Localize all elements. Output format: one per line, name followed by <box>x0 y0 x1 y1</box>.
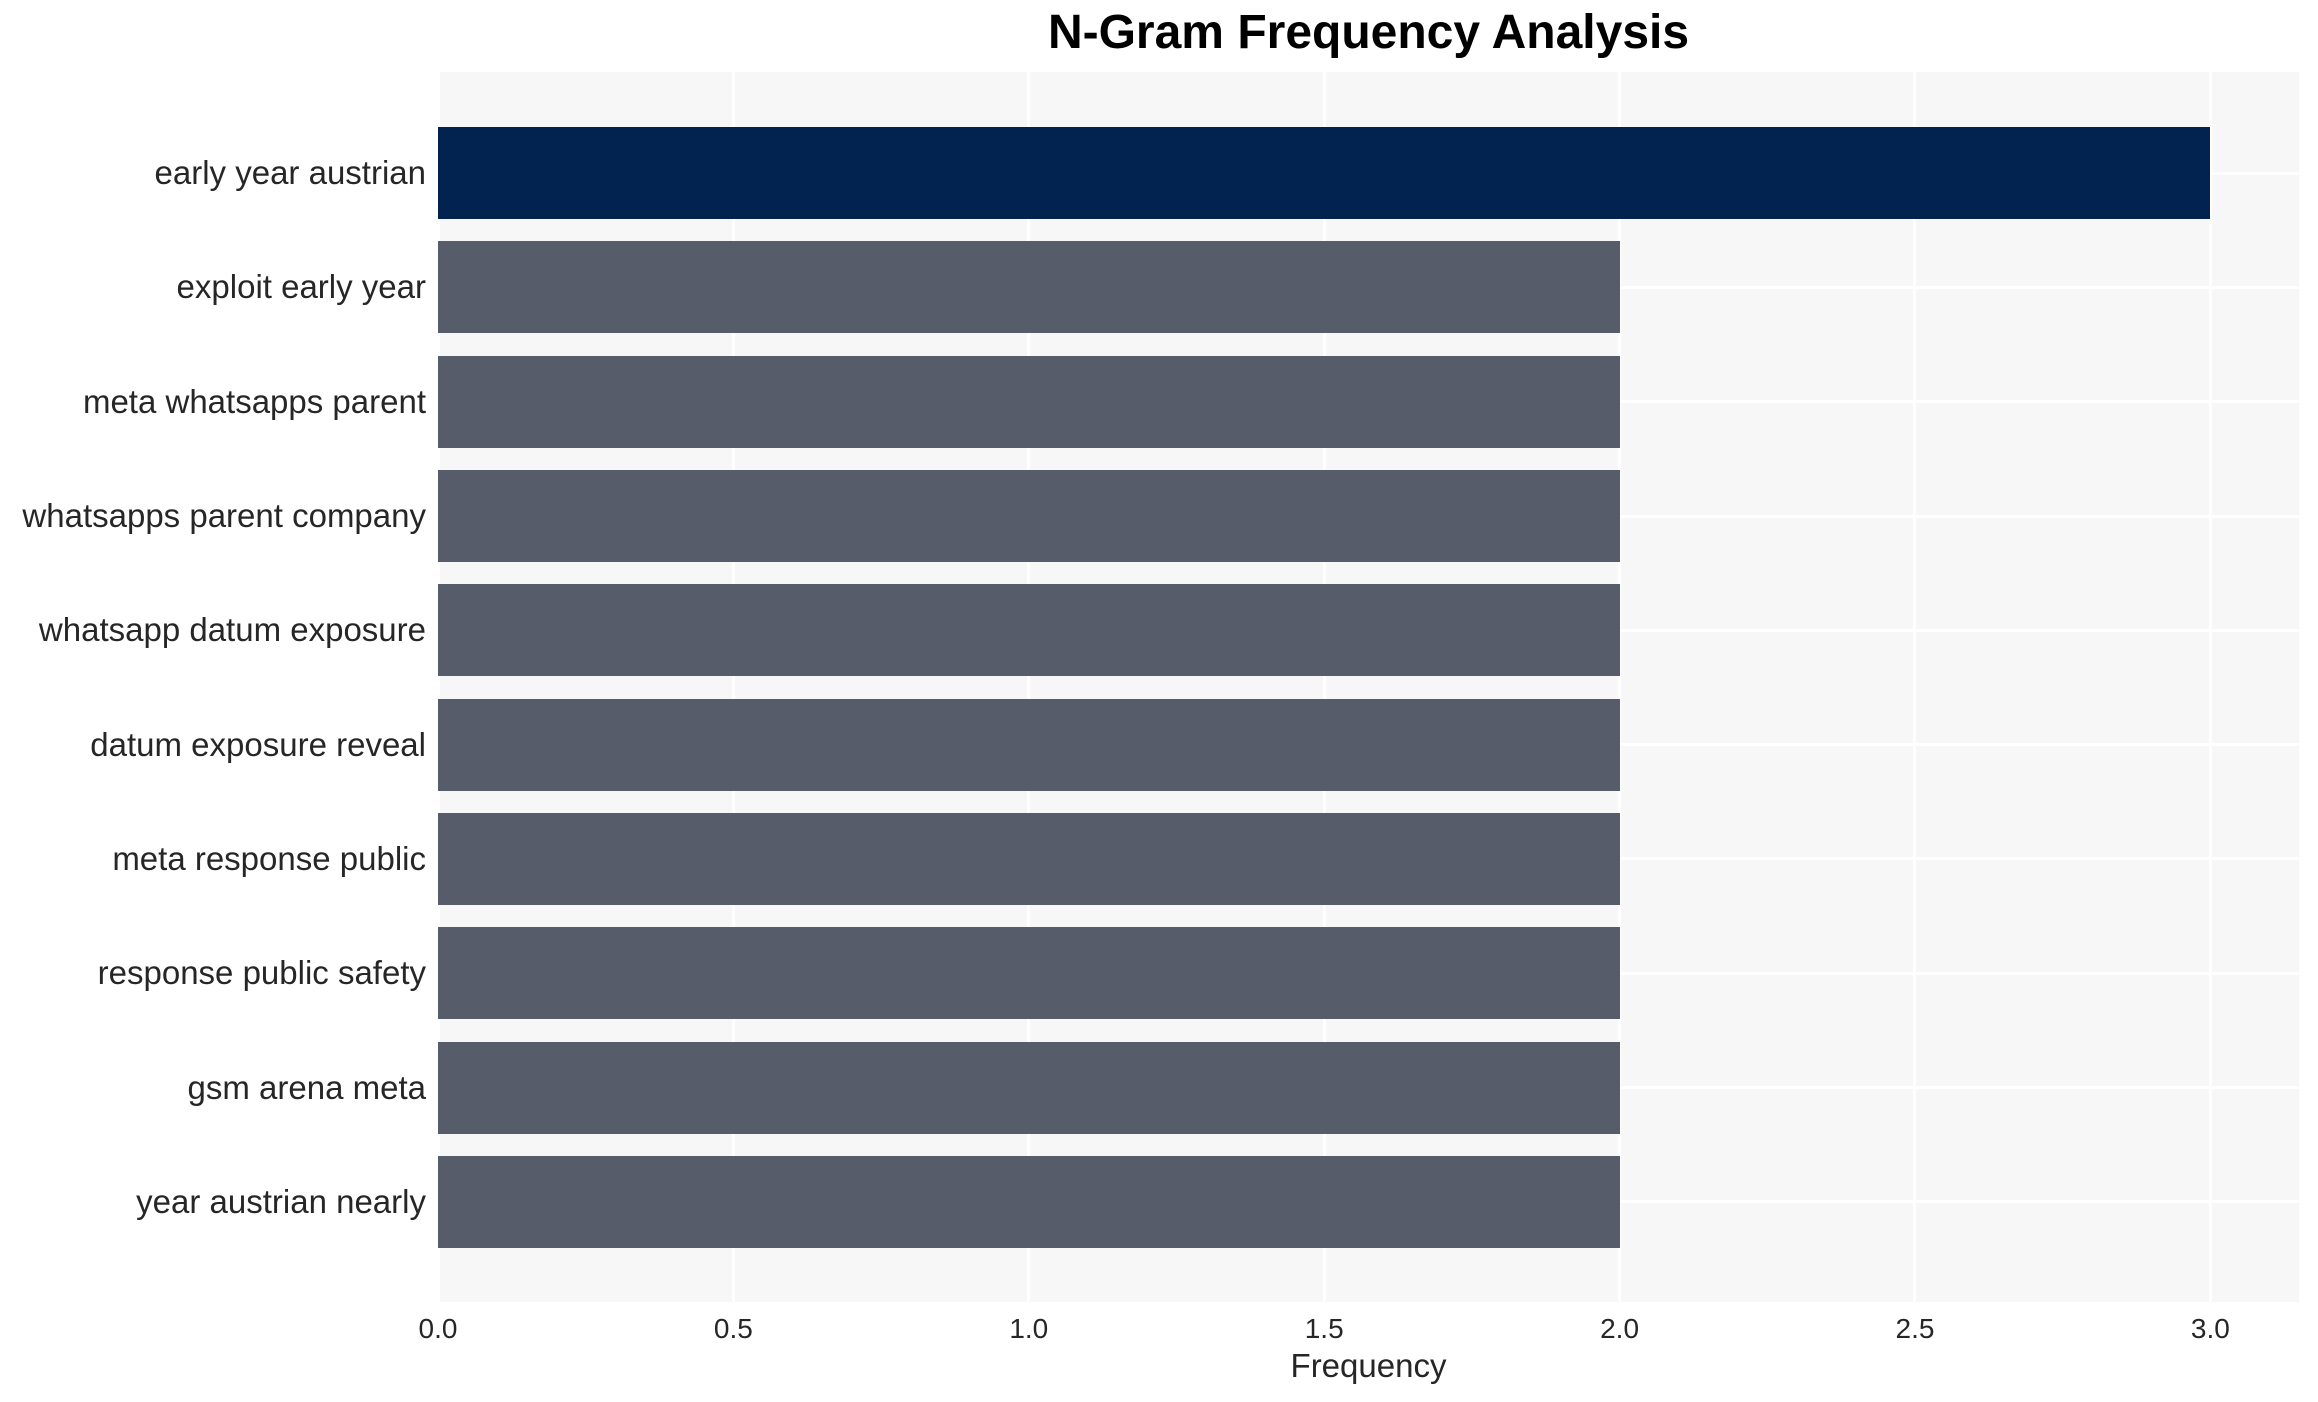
bar-whatsapp-datum-exposure <box>438 584 1620 677</box>
y-tick-label: response public safety <box>97 954 426 992</box>
bar-response-public-safety <box>438 927 1620 1020</box>
vertical-gridline <box>1322 72 1326 1302</box>
vertical-gridline <box>731 72 735 1302</box>
vertical-gridline <box>2208 72 2212 1302</box>
vertical-gridline <box>1913 72 1917 1302</box>
bar-gsm-arena-meta <box>438 1041 1620 1134</box>
chart-title: N-Gram Frequency Analysis <box>1047 6 1690 59</box>
bar-meta-whatsapps-parent <box>438 355 1620 448</box>
y-tick-label: early year austrian <box>154 154 426 192</box>
y-tick-label: gsm arena meta <box>187 1068 426 1106</box>
x-tick-label: 2.0 <box>1600 1313 1640 1344</box>
y-tick-label: year austrian nearly <box>136 1182 426 1220</box>
x-tick-label: 1.0 <box>1009 1313 1049 1344</box>
x-tick-label: 0.5 <box>713 1313 753 1344</box>
x-tick-label: 1.5 <box>1304 1313 1344 1344</box>
y-tick-label: meta whatsapps parent <box>82 382 426 420</box>
bar-meta-response-public <box>438 812 1620 905</box>
y-tick-label: datum exposure reveal <box>90 725 426 763</box>
bar-exploit-early-year <box>438 241 1620 334</box>
y-tick-label: exploit early year <box>176 268 426 306</box>
bar-whatsapps-parent-company <box>438 470 1620 563</box>
vertical-gridline <box>1027 72 1031 1302</box>
vertical-gridline <box>438 72 440 1302</box>
y-tick-label: whatsapp datum exposure <box>38 611 426 649</box>
x-tick-label: 0.0 <box>418 1313 458 1344</box>
plot-area <box>438 72 2299 1302</box>
x-tick-label: 2.5 <box>1895 1313 1935 1344</box>
bar-early-year-austrian <box>438 127 2211 220</box>
y-tick-label: meta response public <box>112 839 426 877</box>
vertical-gridline <box>1618 72 1622 1302</box>
bar-datum-exposure-reveal <box>438 698 1620 791</box>
x-axis-title: Frequency <box>1290 1347 1447 1384</box>
y-tick-label: whatsapps parent company <box>22 497 426 535</box>
x-tick-label: 3.0 <box>2190 1313 2230 1344</box>
bar-year-austrian-nearly <box>438 1155 1620 1248</box>
